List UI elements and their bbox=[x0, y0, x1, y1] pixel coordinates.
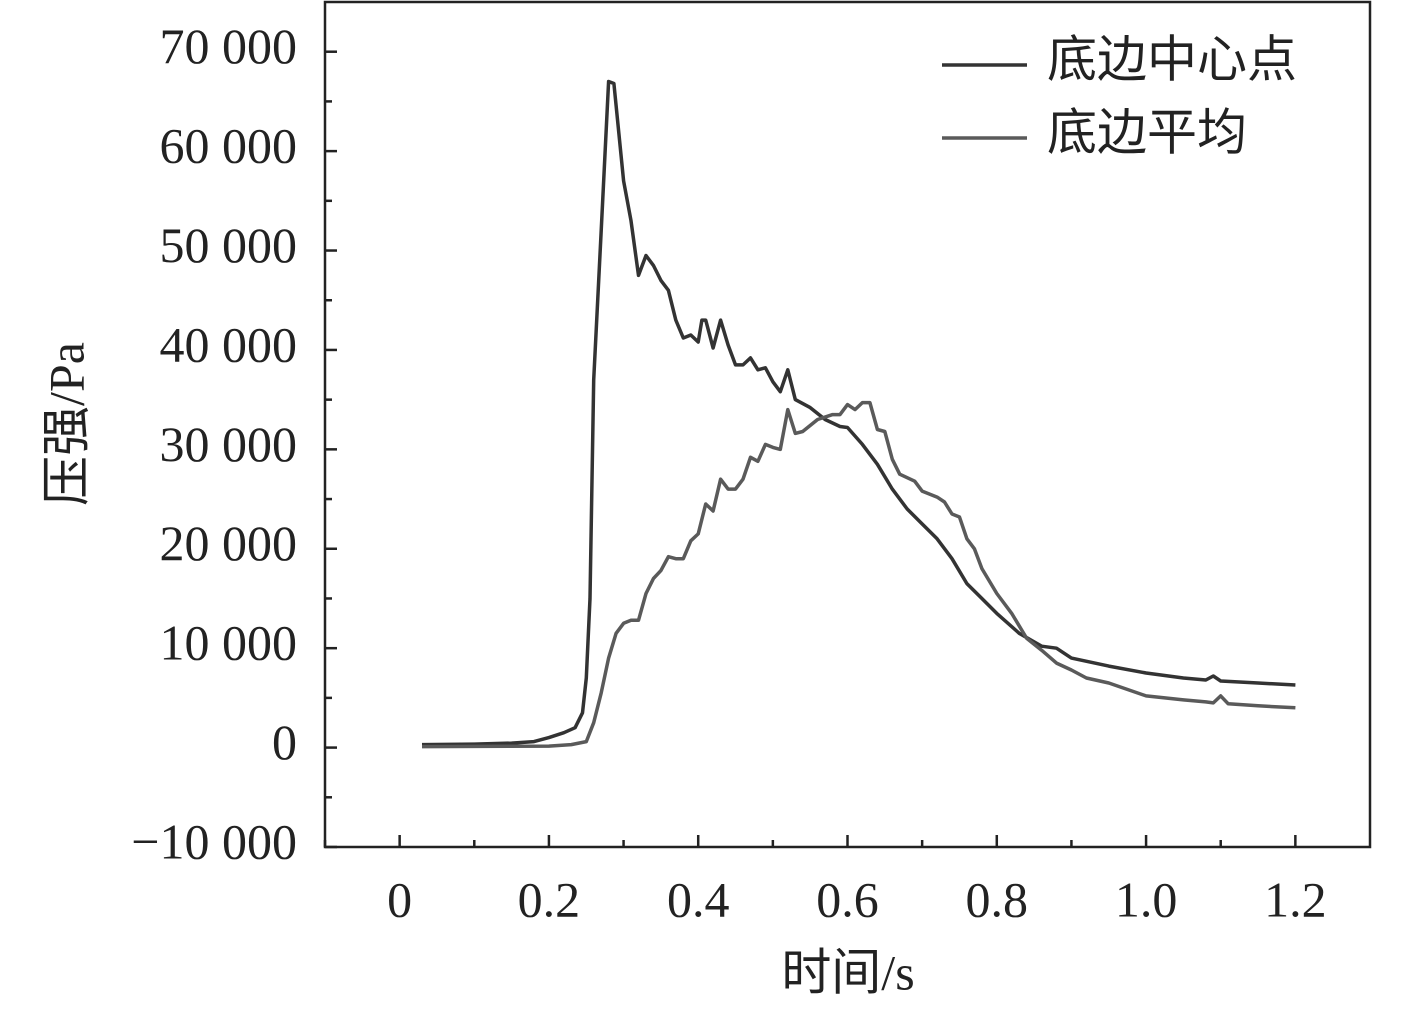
y-tick-label: 70 000 bbox=[160, 18, 298, 74]
x-tick-label: 0.4 bbox=[667, 871, 730, 927]
y-tick-label: 60 000 bbox=[160, 118, 298, 174]
x-tick-label: 0 bbox=[387, 871, 412, 927]
y-axis-label: 压强/Pa bbox=[38, 342, 94, 506]
y-tick-label: 10 000 bbox=[160, 615, 298, 671]
y-tick-label: 50 000 bbox=[160, 217, 298, 273]
legend-label: 底边平均 bbox=[1047, 104, 1247, 160]
legend-label: 底边中心点 bbox=[1047, 31, 1297, 87]
x-tick-label: 0.8 bbox=[966, 871, 1029, 927]
data-line bbox=[421, 79, 1296, 747]
x-tick-label: 0.2 bbox=[518, 871, 581, 927]
y-tick-label: 40 000 bbox=[160, 316, 298, 372]
data-line bbox=[421, 400, 1296, 749]
x-axis-label: 时间/s bbox=[781, 944, 914, 1000]
x-tick-label: 0.6 bbox=[816, 871, 879, 927]
y-tick-label: 30 000 bbox=[160, 416, 298, 472]
y-tick-label: 20 000 bbox=[160, 515, 298, 571]
y-tick-label: 0 bbox=[272, 714, 297, 770]
y-tick-label: −10 000 bbox=[131, 813, 297, 869]
x-tick-label: 1.2 bbox=[1264, 871, 1327, 927]
x-tick-label: 1.0 bbox=[1115, 871, 1178, 927]
